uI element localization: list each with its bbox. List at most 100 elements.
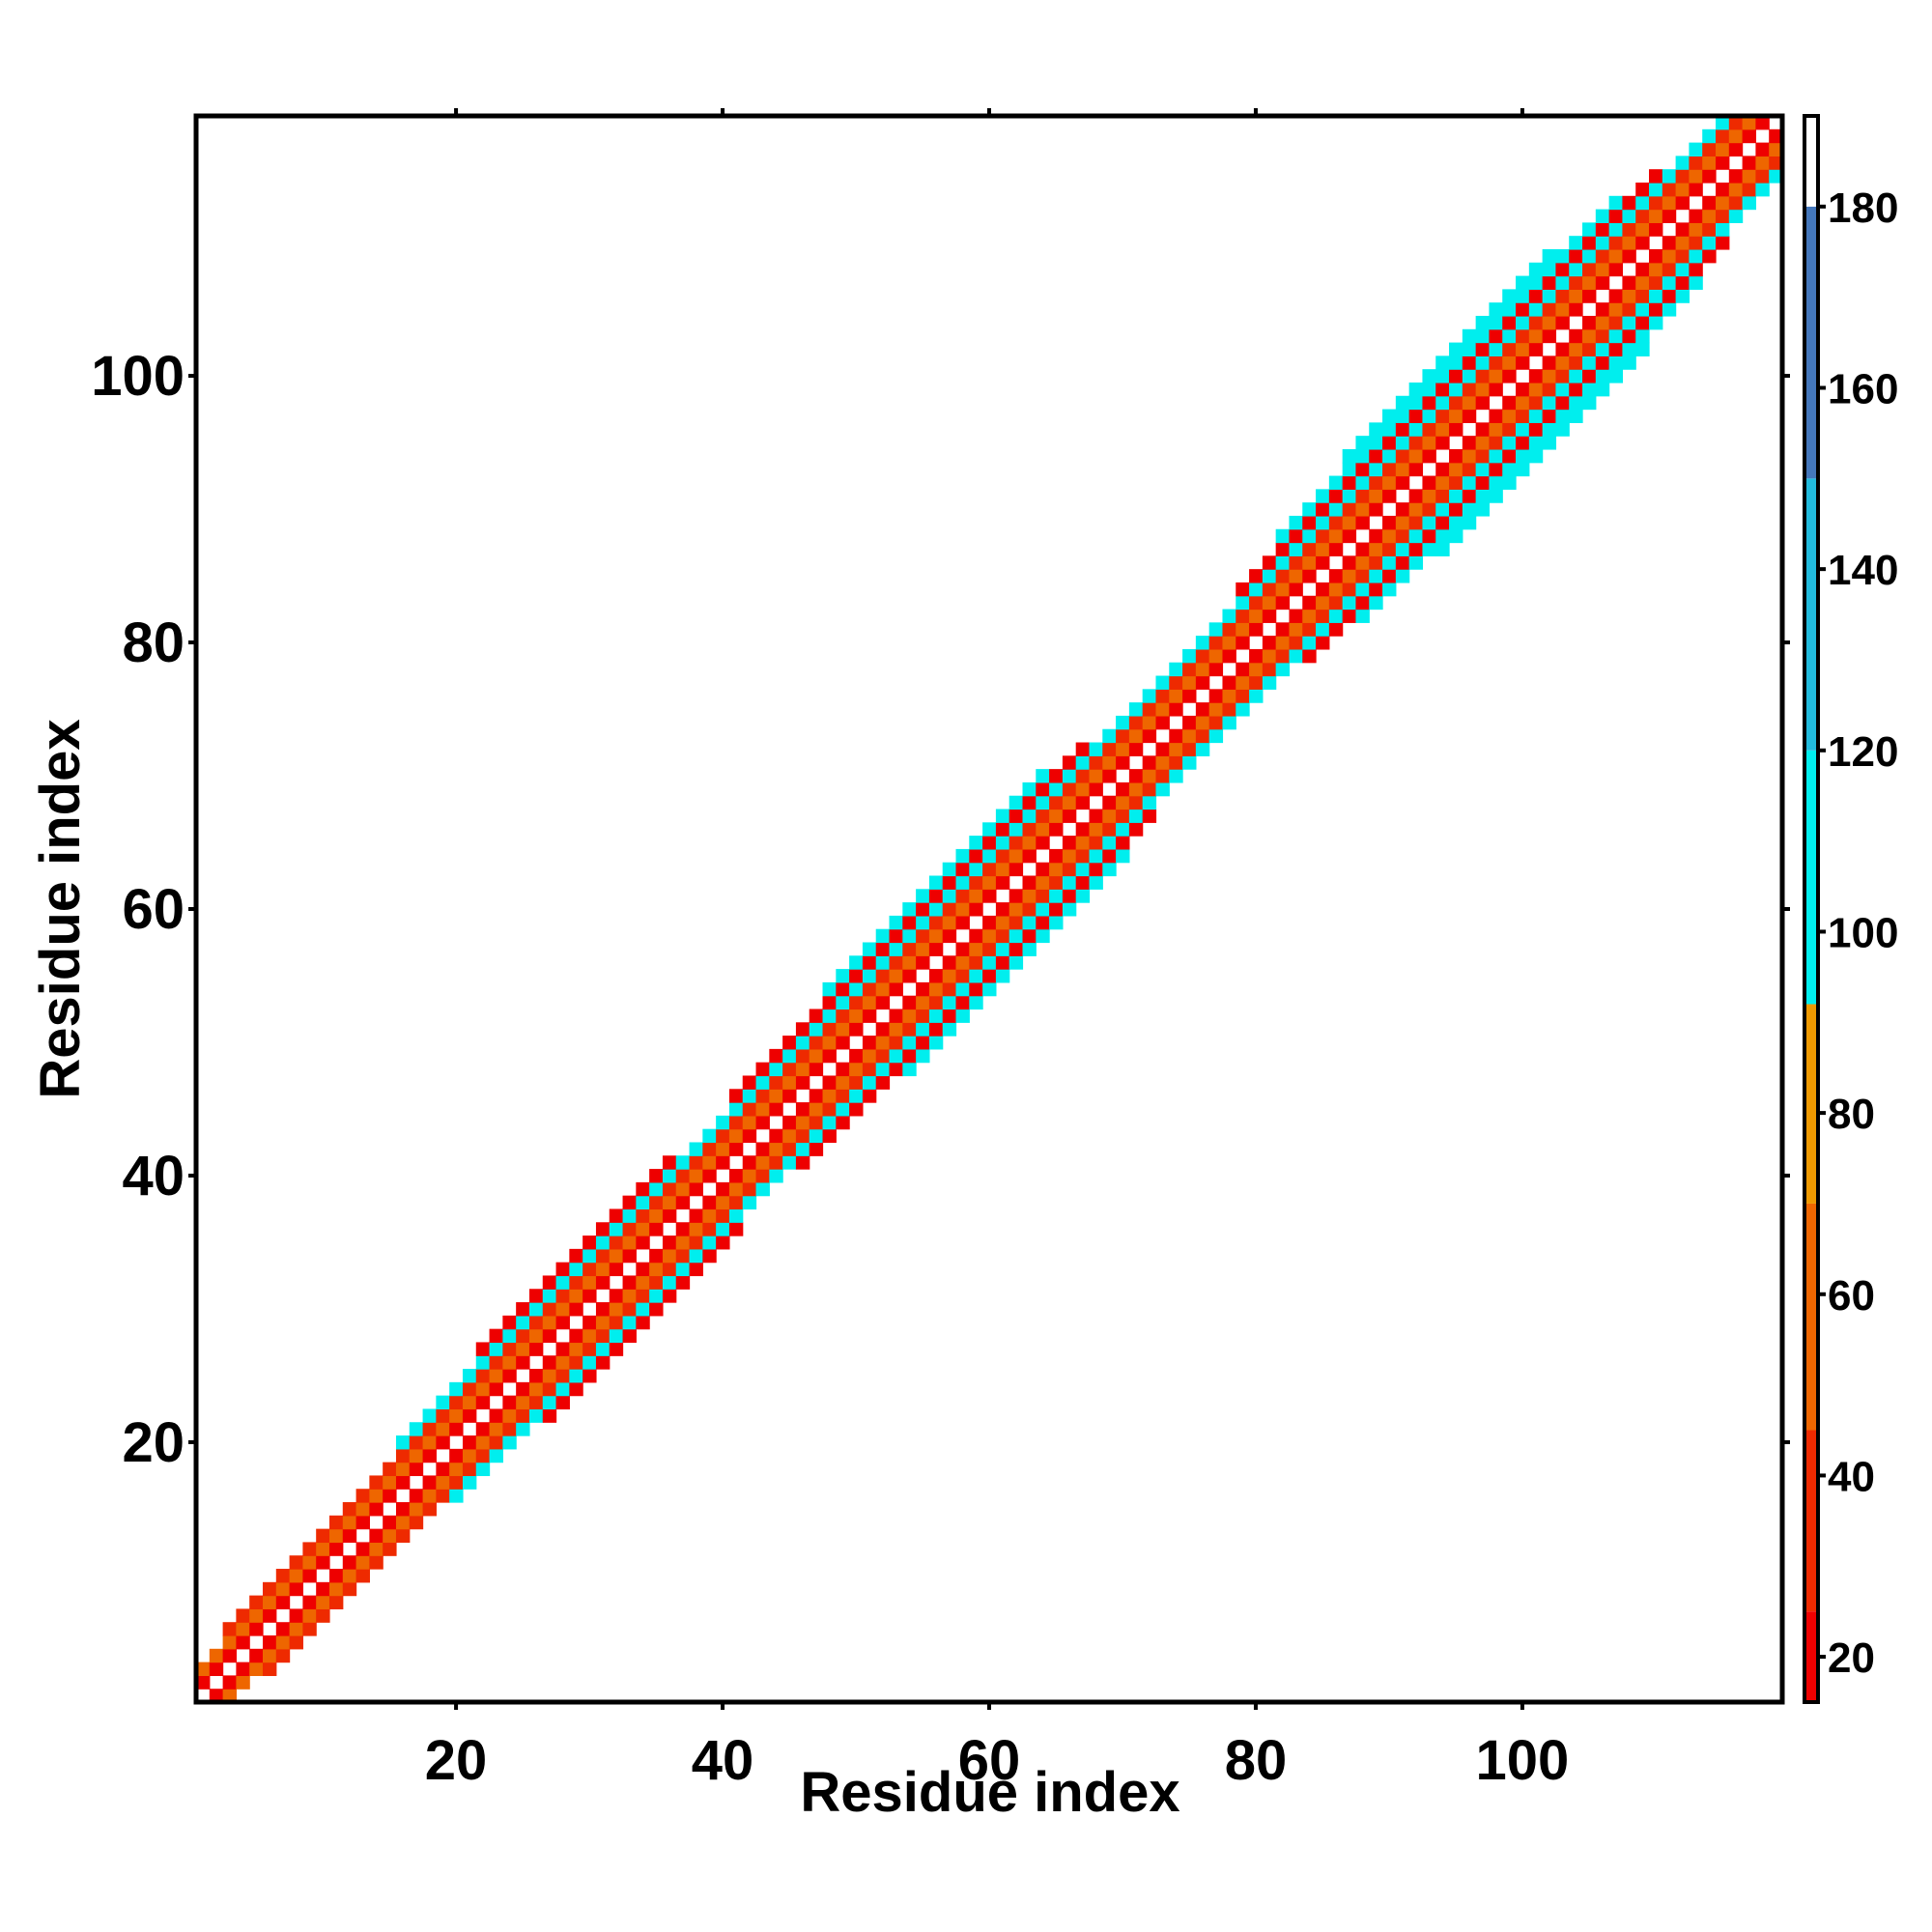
heatmap-cell <box>1689 169 1703 184</box>
heatmap-cell <box>902 1022 917 1037</box>
heatmap-cell <box>1009 955 1024 970</box>
heatmap-cell <box>1089 822 1103 837</box>
heatmap-cell <box>1769 169 1783 184</box>
heatmap-cell <box>1182 675 1197 690</box>
heatmap-cell <box>1382 422 1397 437</box>
heatmap-cell <box>1716 236 1730 250</box>
heatmap-cell <box>302 1555 317 1570</box>
heatmap-cell <box>1222 675 1236 690</box>
heatmap-cell <box>716 1222 730 1236</box>
heatmap-cell <box>995 809 1010 823</box>
heatmap-cell <box>1569 262 1583 277</box>
heatmap-cell <box>462 1408 477 1423</box>
heatmap-cell <box>555 1395 570 1410</box>
heatmap-cell <box>1475 422 1491 437</box>
heatmap-cell <box>236 1635 250 1650</box>
heatmap-cell <box>1089 862 1103 877</box>
x-tick-label: 20 <box>425 1729 488 1792</box>
heatmap-cell <box>1528 382 1544 397</box>
heatmap-cell <box>395 1448 411 1463</box>
heatmap-cell <box>662 1289 677 1303</box>
heatmap-cell <box>1595 275 1610 290</box>
heatmap-cell <box>1342 448 1357 464</box>
heatmap-cell <box>542 1355 557 1370</box>
heatmap-cell <box>1089 769 1103 783</box>
heatmap-cell <box>822 1128 837 1144</box>
heatmap-cell <box>1489 342 1503 356</box>
heatmap-cell <box>849 995 864 1010</box>
heatmap-cell <box>262 1635 277 1650</box>
heatmap-cell <box>475 1462 491 1477</box>
heatmap-cell <box>875 928 891 944</box>
heatmap-cell <box>1569 302 1583 317</box>
heatmap-cell <box>1262 555 1277 570</box>
heatmap-cell <box>1289 609 1303 623</box>
heatmap-cell <box>1622 222 1636 237</box>
heatmap-cell <box>982 981 997 997</box>
heatmap-cell <box>422 1489 437 1503</box>
colorbar-frame <box>1803 114 1820 1704</box>
heatmap-cell <box>1649 289 1663 303</box>
heatmap-cell <box>955 955 970 970</box>
colorbar-tick-label: 60 <box>1828 1272 1875 1320</box>
heatmap-cell <box>422 1408 437 1423</box>
heatmap-cell <box>782 1115 797 1130</box>
heatmap-cell <box>1542 328 1557 344</box>
heatmap-cell <box>1369 542 1383 556</box>
heatmap-cell <box>689 1169 703 1183</box>
heatmap-cell <box>1622 342 1636 356</box>
heatmap-cell <box>942 981 957 997</box>
heatmap-cell <box>409 1515 424 1530</box>
heatmap-cell <box>1169 675 1183 690</box>
heatmap-cell <box>1622 195 1636 211</box>
heatmap-cell <box>862 942 877 956</box>
heatmap-cell <box>395 1515 411 1530</box>
heatmap-cell <box>1289 582 1303 597</box>
heatmap-cell <box>1595 315 1610 330</box>
heatmap-cell <box>1395 395 1410 411</box>
heatmap-cell <box>609 1208 624 1223</box>
heatmap-cell <box>1595 209 1610 223</box>
heatmap-cell <box>1249 595 1264 611</box>
heatmap-cell <box>1009 928 1024 944</box>
heatmap-cell <box>1502 289 1517 303</box>
heatmap-cell <box>1502 475 1517 490</box>
heatmap-cell <box>1502 462 1517 477</box>
heatmap-cell <box>636 1195 650 1210</box>
heatmap-cell <box>1022 781 1037 797</box>
heatmap-cell <box>636 1236 650 1250</box>
heatmap-cell <box>1422 515 1436 530</box>
heatmap-cell <box>1622 289 1636 303</box>
colorbar-tick-label: 120 <box>1828 728 1898 776</box>
heatmap-cell <box>209 1689 224 1703</box>
heatmap-cell <box>342 1555 357 1570</box>
heatmap-cell <box>1555 409 1570 423</box>
heatmap-cell <box>769 1142 783 1156</box>
heatmap-cell <box>889 1048 903 1064</box>
heatmap-cell <box>716 1142 730 1156</box>
heatmap-cell <box>955 862 970 877</box>
heatmap-cell <box>462 1462 477 1477</box>
heatmap-cell <box>1062 889 1077 903</box>
heatmap-cell <box>236 1662 250 1677</box>
heatmap-cell <box>502 1422 517 1436</box>
heatmap-cell <box>1369 595 1383 611</box>
heatmap-cell <box>1755 142 1770 156</box>
heatmap-cell <box>1555 248 1570 264</box>
heatmap-cell <box>728 1128 744 1144</box>
heatmap-cell <box>262 1595 277 1610</box>
heatmap-cell <box>1102 848 1117 864</box>
heatmap-cell <box>489 1422 503 1436</box>
heatmap-cell <box>649 1248 664 1264</box>
heatmap-cell <box>209 1648 224 1663</box>
heatmap-cell <box>1155 675 1170 690</box>
heatmap-cell <box>1502 422 1517 437</box>
heatmap-cell <box>1116 848 1130 864</box>
heatmap-cell <box>1595 382 1610 397</box>
heatmap-cell <box>196 1675 211 1690</box>
heatmap-cell <box>1475 489 1491 503</box>
heatmap-cell <box>1369 528 1383 544</box>
heatmap-cell <box>1435 436 1450 450</box>
heatmap-cell <box>849 955 864 970</box>
heatmap-cell <box>1316 595 1330 611</box>
